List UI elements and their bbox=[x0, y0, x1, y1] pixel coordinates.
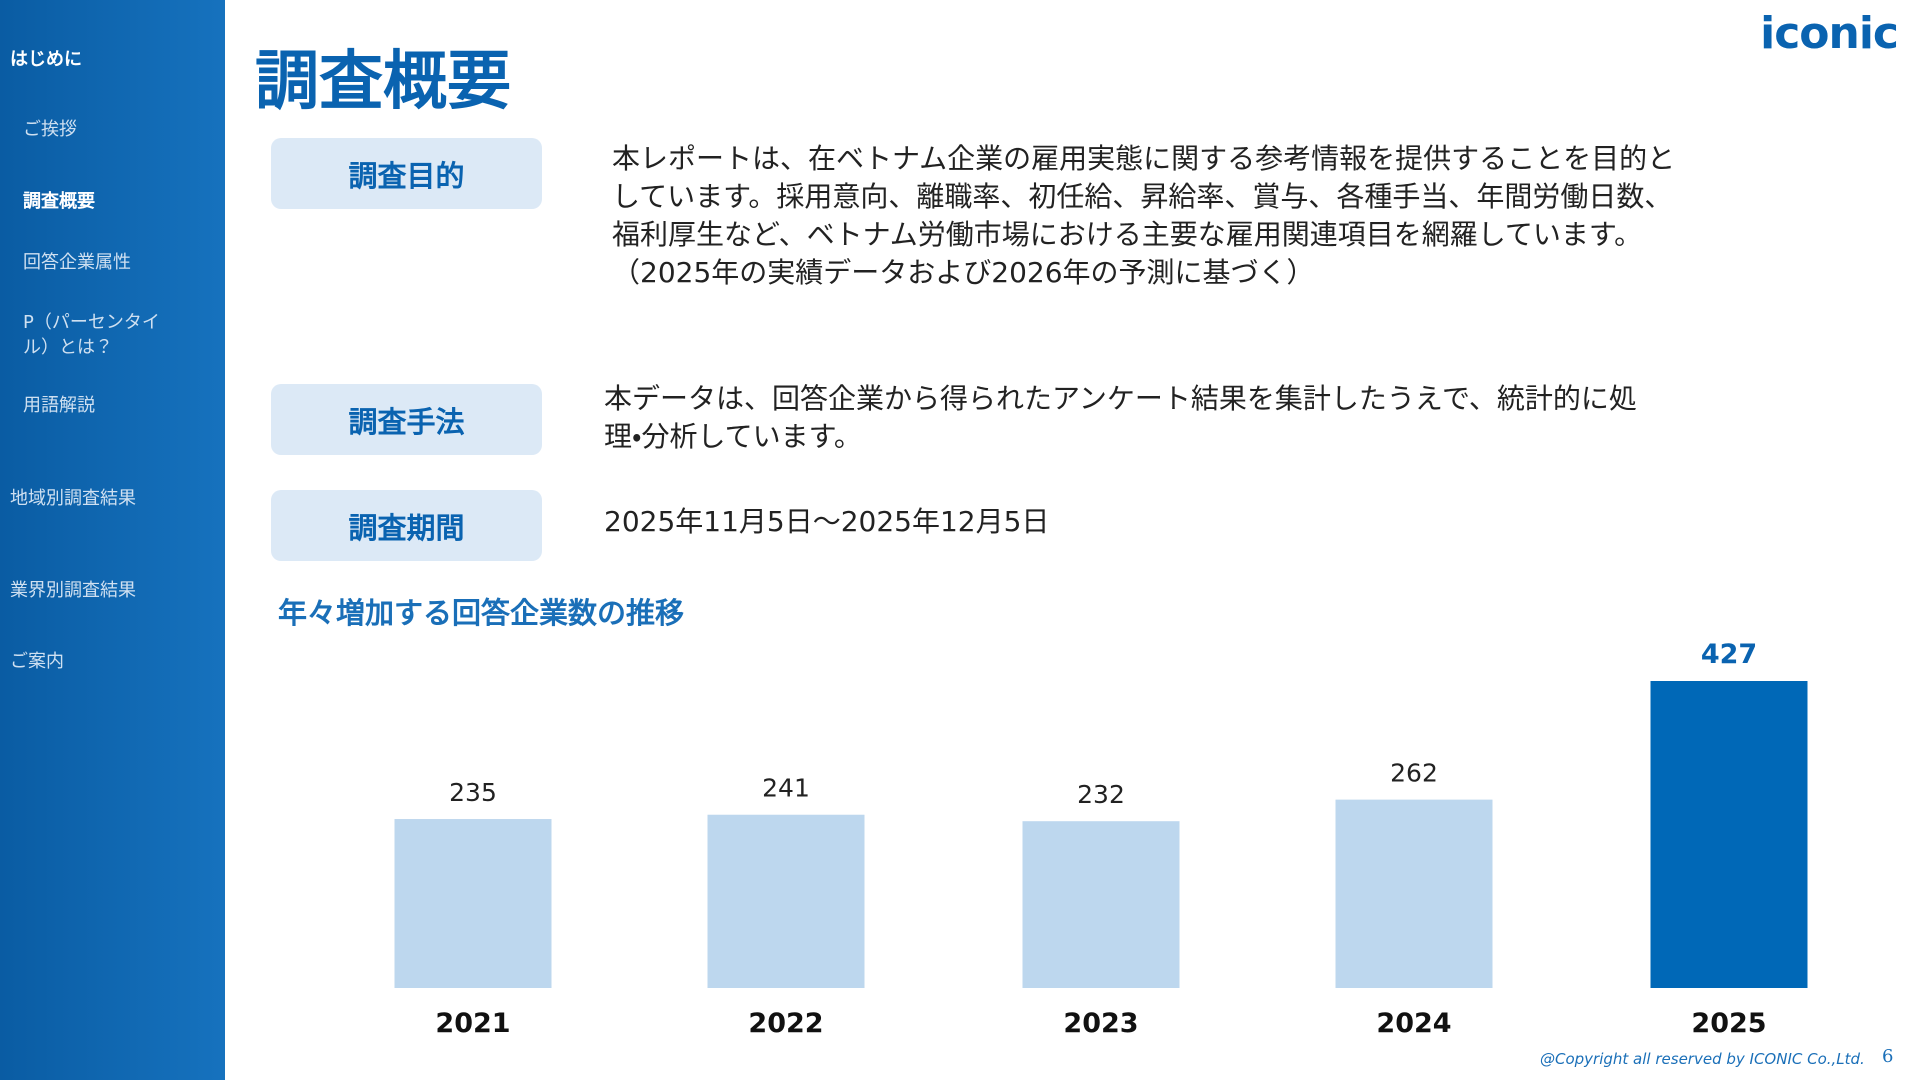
text-line: 本レポートは、在ベトナム企業の雇用実態に関する参考情報を提供することを目的と bbox=[612, 142, 1676, 175]
bar bbox=[1650, 681, 1808, 988]
data-label: 262 bbox=[1390, 759, 1438, 788]
sidebar: はじめにご挨拶調査概要回答企業属性 P（パーセンタイル）とは？ 用語解説地域別調査結… bbox=[0, 0, 225, 1080]
x-tick-label: 2023 bbox=[1063, 1008, 1138, 1039]
chart-title: 年々増加する回答企業数の推移 bbox=[278, 596, 684, 630]
data-label: 232 bbox=[1077, 780, 1125, 809]
bar bbox=[1335, 799, 1493, 988]
nav-item[interactable]: 調査概要 bbox=[23, 191, 95, 212]
section-label: 調査目的 bbox=[271, 138, 542, 209]
text-line: しています。採用意向、離職率、初任給、昇給率、賞与、各種手当、年間労働日数、 bbox=[612, 180, 1673, 213]
text-line: （2025年の実績データおよび2026年の予測に基づく） bbox=[612, 256, 1315, 289]
bar bbox=[1022, 821, 1180, 988]
nav-item[interactable]: 用語解説 bbox=[23, 395, 95, 416]
nav-item[interactable]: 業界別調査結果 bbox=[10, 580, 136, 601]
logo: iconic bbox=[1760, 8, 1899, 59]
page-number: 6 bbox=[1882, 1046, 1894, 1067]
section-text: 2025年11月5日～2025年12月5日 bbox=[604, 503, 1049, 541]
bar bbox=[707, 814, 865, 988]
nav-item[interactable]: P（パーセンタイル）とは？ bbox=[23, 312, 160, 358]
x-tick-label: 2025 bbox=[1691, 1008, 1766, 1039]
nav-item[interactable]: 回答企業属性 bbox=[23, 252, 131, 273]
nav-item[interactable]: 地域別調査結果 bbox=[10, 488, 136, 509]
nav-item[interactable]: はじめに bbox=[10, 49, 82, 70]
nav-item[interactable]: ご挨拶 bbox=[23, 119, 77, 140]
text-line: 2025年11月5日～2025年12月5日 bbox=[604, 505, 1050, 538]
text-line: 福利厚生など、ベトナム労働市場における主要な雇用関連項目を網羅しています。 bbox=[612, 218, 1643, 251]
section-text: 本データは、回答企業から得られたアンケート結果を集計したうえで、統計的に処 理・分… bbox=[604, 380, 1637, 456]
nav-item[interactable]: ご案内 bbox=[10, 651, 64, 672]
x-tick-label: 2022 bbox=[748, 1008, 823, 1039]
data-label: 235 bbox=[449, 778, 497, 807]
data-label: 427 bbox=[1701, 639, 1757, 670]
copyright: @Copyright all reserved by ICONIC Co.,Lt… bbox=[1540, 1050, 1865, 1068]
text-line: 本データは、回答企業から得られたアンケート結果を集計したうえで、統計的に処 bbox=[604, 382, 1637, 415]
section-label: 調査期間 bbox=[271, 490, 542, 561]
section-label: 調査手法 bbox=[271, 384, 542, 455]
text-line: 理・分析しています。 bbox=[604, 420, 862, 453]
section-text: 本レポートは、在ベトナム企業の雇用実態に関する参考情報を提供することを目的と して… bbox=[612, 140, 1675, 292]
data-label: 241 bbox=[762, 774, 810, 803]
x-tick-label: 2021 bbox=[435, 1008, 510, 1039]
x-tick-label: 2024 bbox=[1376, 1008, 1451, 1039]
bar bbox=[394, 819, 552, 988]
page-title: 調査概要 bbox=[255, 45, 511, 119]
